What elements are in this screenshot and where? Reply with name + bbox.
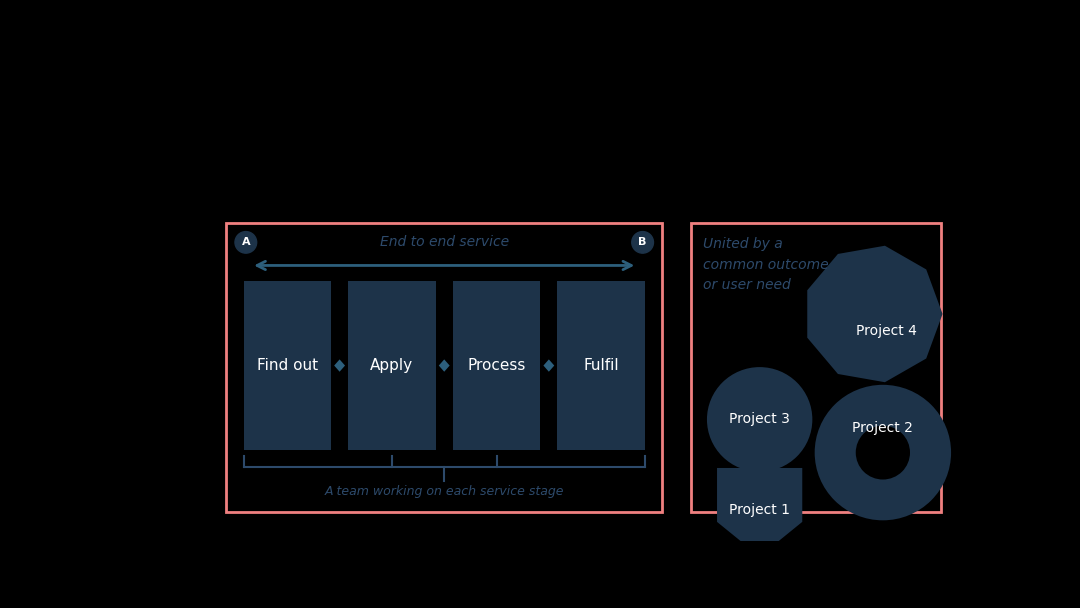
Bar xyxy=(243,281,332,451)
Text: Project 1: Project 1 xyxy=(729,503,791,517)
Text: A team working on each service stage: A team working on each service stage xyxy=(324,485,564,499)
Text: Project 2: Project 2 xyxy=(852,421,914,435)
Bar xyxy=(348,281,435,451)
Polygon shape xyxy=(543,359,554,371)
Circle shape xyxy=(235,232,257,253)
Circle shape xyxy=(814,385,951,520)
Bar xyxy=(453,281,540,451)
Text: Find out: Find out xyxy=(257,358,318,373)
Polygon shape xyxy=(438,359,449,371)
Polygon shape xyxy=(334,359,345,371)
Bar xyxy=(557,281,645,451)
Circle shape xyxy=(855,426,910,480)
Text: Fulfil: Fulfil xyxy=(583,358,619,373)
Text: Apply: Apply xyxy=(370,358,414,373)
Text: Process: Process xyxy=(468,358,526,373)
Text: Project 3: Project 3 xyxy=(729,412,791,426)
Bar xyxy=(691,223,941,512)
Polygon shape xyxy=(717,468,802,556)
Circle shape xyxy=(632,232,653,253)
Text: End to end service: End to end service xyxy=(380,235,509,249)
Text: A: A xyxy=(242,237,251,247)
Bar xyxy=(227,223,662,512)
Text: Project 4: Project 4 xyxy=(856,324,917,338)
Circle shape xyxy=(707,367,812,472)
Text: B: B xyxy=(638,237,647,247)
Text: United by a
common outcome
or user need: United by a common outcome or user need xyxy=(703,237,828,292)
Polygon shape xyxy=(807,246,943,382)
